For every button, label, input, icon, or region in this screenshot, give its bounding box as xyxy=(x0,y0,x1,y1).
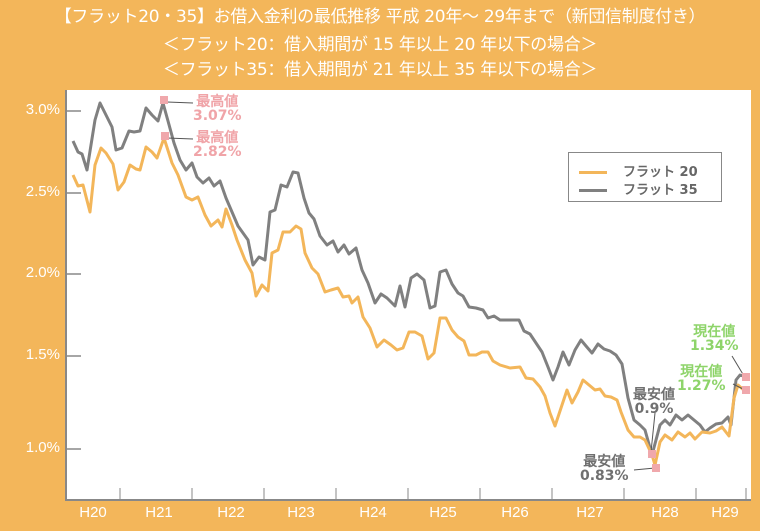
y-axis-ticks xyxy=(66,110,81,450)
chart-subtitle-flat20: ＜フラット20：借入期間が 15 年以上 20 年以下の場合＞ xyxy=(162,35,598,55)
x-tick-label: H26 xyxy=(501,504,529,521)
x-tick-label: H22 xyxy=(217,504,245,521)
x-tick-label: H24 xyxy=(359,504,387,521)
chart-header: 【フラット20・35】お借入金利の最低推移 平成 20年〜 29年まで（新団信制… xyxy=(0,0,760,88)
legend-item-flat35: フラット 35 xyxy=(579,179,698,198)
x-tick-label: H21 xyxy=(145,504,173,521)
chart-legend: フラット 20 フラット 35 xyxy=(568,152,722,202)
annotation-current-flat20: 現在値 1.27% xyxy=(677,364,726,394)
annotation-markers xyxy=(160,96,750,472)
flat20-line xyxy=(71,136,747,467)
x-tick-label: H23 xyxy=(287,504,315,521)
chart-subtitle-flat35: ＜フラット35：借入期間が 21 年以上 35 年以下の場合＞ xyxy=(162,60,598,80)
annotation-leaders xyxy=(166,101,746,471)
chart-title: 【フラット20・35】お借入金利の最低推移 平成 20年〜 29年まで（新団信制… xyxy=(54,7,706,27)
y-tick-label: 2.5% xyxy=(25,183,60,200)
annotation-min-flat35: 最安値 0.9% xyxy=(633,387,675,417)
x-tick-label: H28 xyxy=(651,504,679,521)
y-tick-label: 3.0% xyxy=(25,101,60,118)
y-tick-label: 1.0% xyxy=(25,439,60,456)
y-tick-label: 1.5% xyxy=(25,346,60,363)
x-tick-label: H20 xyxy=(79,504,107,521)
y-tick-label: 2.0% xyxy=(25,264,60,281)
annotation-max-flat20: 最高値 2.82% xyxy=(193,130,242,160)
x-tick-label: H27 xyxy=(576,504,604,521)
legend-swatch-flat20 xyxy=(579,171,607,174)
x-tick-label: H25 xyxy=(429,504,457,521)
annotation-current-flat35: 現在値 1.34% xyxy=(690,324,739,354)
annotation-max-flat35: 最高値 3.07% xyxy=(193,94,242,124)
x-tick-label: H29 xyxy=(711,504,739,521)
annotation-min-flat20: 最安値 0.83% xyxy=(580,454,629,484)
flat35-line xyxy=(71,101,747,457)
legend-swatch-flat35 xyxy=(579,189,607,192)
legend-item-flat20: フラット 20 xyxy=(579,161,698,180)
x-axis-ticks xyxy=(119,488,747,500)
